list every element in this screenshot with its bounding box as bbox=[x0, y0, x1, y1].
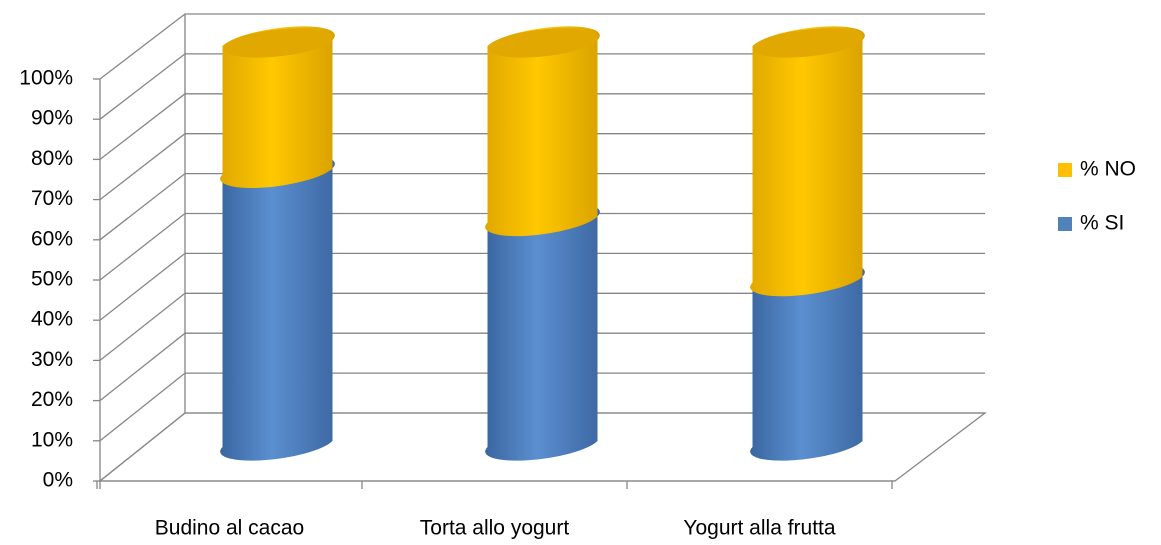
x-tick-label: Budino al cacao bbox=[155, 517, 304, 540]
bar-segment bbox=[220, 154, 335, 461]
bar-cap bbox=[752, 28, 863, 58]
grid-line bbox=[99, 93, 985, 160]
bar-segment bbox=[220, 26, 335, 188]
y-tick-label: 80% bbox=[31, 147, 73, 170]
x-tick-label: Torta allo yogurt bbox=[420, 517, 570, 540]
bar-segment bbox=[750, 26, 865, 297]
grid-line bbox=[99, 252, 985, 321]
y-tick-label: 40% bbox=[31, 308, 73, 331]
y-tick-label: 10% bbox=[31, 428, 73, 451]
legend-swatch bbox=[1058, 163, 1072, 177]
legend-label: % SI bbox=[1080, 212, 1124, 235]
bar-segment bbox=[485, 202, 600, 461]
y-tick-label: 60% bbox=[31, 227, 73, 250]
bar-cap bbox=[487, 28, 598, 58]
y-tick-label: 20% bbox=[31, 388, 73, 411]
grid-line bbox=[99, 292, 985, 361]
y-tick-label: 100% bbox=[19, 67, 73, 90]
y-tick-label: 90% bbox=[31, 107, 73, 130]
bar-segment bbox=[750, 262, 865, 461]
y-tick-label: 70% bbox=[31, 187, 73, 210]
grid-line bbox=[99, 372, 985, 442]
grid-line bbox=[99, 412, 985, 482]
bar-cap bbox=[222, 28, 333, 58]
y-tick-label: 50% bbox=[31, 268, 73, 291]
legend-label: % NO bbox=[1080, 158, 1136, 181]
bar-segment bbox=[485, 26, 600, 237]
grid-line bbox=[99, 212, 985, 281]
x-tick-label: Yogurt alla frutta bbox=[683, 517, 835, 540]
grid-line bbox=[99, 332, 985, 402]
grid-line bbox=[99, 172, 985, 241]
grid-line bbox=[99, 53, 985, 120]
legend-swatch bbox=[1058, 217, 1072, 231]
y-tick-label: 0% bbox=[43, 469, 73, 492]
grid-line bbox=[99, 133, 985, 201]
grid-line bbox=[99, 13, 985, 80]
y-tick-label: 30% bbox=[31, 348, 73, 371]
